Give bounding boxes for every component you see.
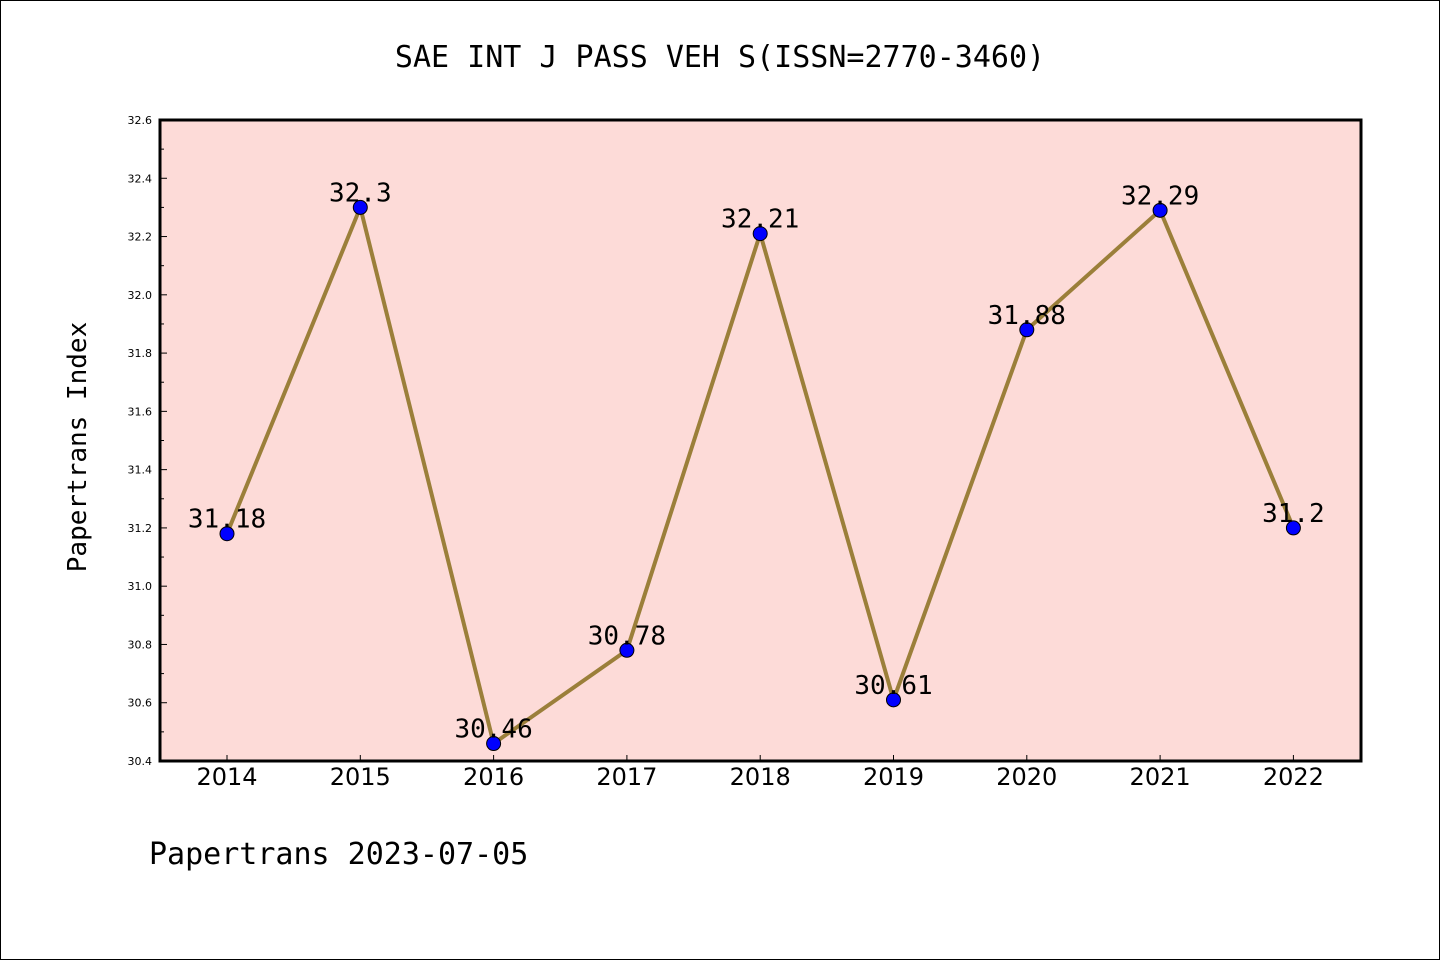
y-axis: 30.4 30.6 30.8 31.0 31.2 31.4 31.6 31.8 32.0 32.2… bbox=[128, 114, 167, 768]
data-point-marker bbox=[1152, 202, 1168, 218]
series-line-group bbox=[219, 199, 1301, 752]
y-tick-label: 31.4 bbox=[128, 464, 153, 477]
x-tick-label: 2019 bbox=[863, 763, 924, 791]
data-label: 30.78 bbox=[588, 621, 666, 651]
data-point-marker bbox=[1285, 520, 1301, 536]
x-tick-label: 2016 bbox=[463, 763, 524, 791]
data-label: 32.3 bbox=[329, 178, 392, 208]
plot-border bbox=[158, 118, 1363, 763]
data-point-marker bbox=[1019, 322, 1035, 338]
x-axis: 2014 2015 2016 2017 2018 2019 2020 2021 2022 bbox=[196, 755, 1324, 791]
data-label: 31.18 bbox=[188, 505, 266, 535]
data-label: 32.21 bbox=[721, 205, 799, 235]
data-label: 31.88 bbox=[988, 301, 1066, 331]
data-labels: 31.18 32.3 30.46 30.78 32.21 30.61 31.88 32.29 3… bbox=[188, 178, 1325, 744]
y-tick-label: 30.6 bbox=[128, 697, 153, 710]
footer-caption: Papertrans 2023-07-05 bbox=[149, 837, 528, 872]
y-tick-label: 32.6 bbox=[128, 114, 153, 127]
x-tick-label: 2021 bbox=[1130, 763, 1191, 791]
data-point-marker bbox=[352, 199, 368, 215]
x-tick-label: 2018 bbox=[730, 763, 791, 791]
data-point-marker bbox=[486, 736, 502, 752]
x-tick-label: 2022 bbox=[1263, 763, 1324, 791]
data-point-marker bbox=[752, 226, 768, 242]
chart-title: SAE INT J PASS VEH S(ISSN=2770-3460) bbox=[395, 40, 1045, 75]
data-label: 31.2 bbox=[1262, 499, 1325, 529]
y-axis-title: Papertrans Index bbox=[63, 322, 93, 572]
x-tick-label: 2015 bbox=[330, 763, 391, 791]
x-tick-label: 2020 bbox=[996, 763, 1057, 791]
y-tick-label: 32.2 bbox=[128, 231, 153, 244]
data-label: 32.29 bbox=[1121, 181, 1199, 211]
y-tick-label: 31.2 bbox=[128, 522, 153, 535]
x-tick-label: 2014 bbox=[196, 763, 257, 791]
data-point-marker bbox=[886, 692, 901, 708]
y-tick-label: 30.8 bbox=[128, 638, 153, 651]
data-point-marker bbox=[619, 642, 635, 658]
y-tick-label: 31.6 bbox=[128, 405, 153, 418]
y-tick-label: 32.0 bbox=[128, 289, 153, 302]
y-tick-label: 31.0 bbox=[128, 580, 153, 593]
y-tick-label: 31.8 bbox=[128, 347, 153, 360]
data-label: 30.61 bbox=[854, 671, 932, 701]
x-tick-label: 2017 bbox=[596, 763, 657, 791]
data-label: 30.46 bbox=[454, 715, 532, 745]
data-point-marker bbox=[219, 526, 235, 542]
y-tick-label: 32.4 bbox=[128, 172, 153, 185]
y-tick-label: 30.4 bbox=[128, 755, 153, 768]
